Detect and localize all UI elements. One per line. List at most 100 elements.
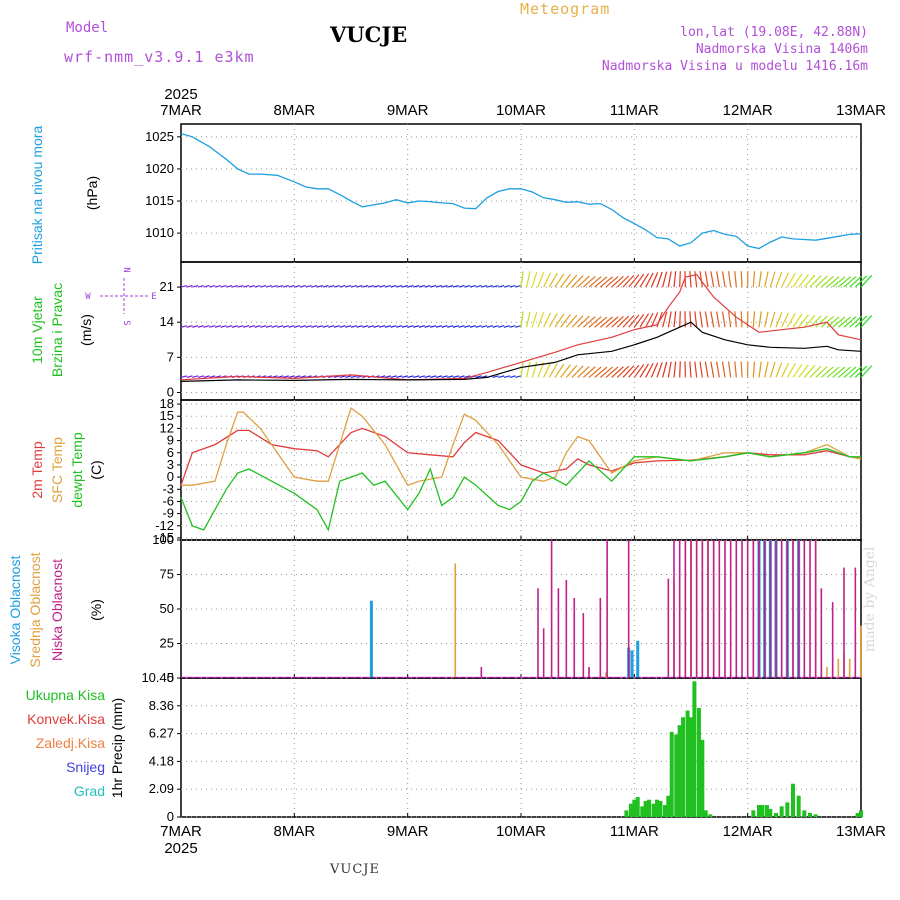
precip-legend-4: Grad — [74, 783, 105, 799]
wind-barb — [727, 271, 732, 288]
wind-barb — [197, 375, 204, 378]
ytick-label-temperature: -12 — [155, 518, 174, 533]
wind-barb — [339, 375, 346, 378]
precip-bar — [635, 797, 640, 817]
wind-barb — [832, 366, 846, 378]
wind-barb — [498, 325, 505, 328]
cloud-bar-niska — [780, 540, 783, 678]
precip-bar — [796, 795, 801, 817]
wind-barb — [396, 325, 403, 328]
date-label-bottom: 12MAR — [723, 823, 773, 840]
wind-barb — [560, 274, 571, 288]
precip-bar — [696, 707, 701, 817]
wind-barb — [622, 274, 635, 288]
wind-barb — [650, 272, 659, 288]
wind-barb — [367, 284, 374, 288]
cloud-bar-niska — [746, 540, 749, 678]
wind-barb — [396, 375, 403, 378]
wind-barb — [294, 325, 301, 328]
wind-barb — [265, 284, 272, 288]
cloud-bar-niska — [712, 540, 715, 678]
wind-barb — [214, 284, 221, 288]
wind-barb — [599, 366, 613, 378]
wind-barb — [662, 311, 668, 328]
wind-barb — [277, 375, 284, 378]
wind-barb — [582, 275, 596, 288]
ytick-label-cloud: 50 — [160, 601, 174, 616]
wind-barb — [798, 364, 809, 378]
wind-barb — [599, 316, 613, 328]
wind-barb — [203, 284, 210, 288]
cloud-bar-niska — [627, 540, 630, 678]
cloud-bar-niska — [854, 567, 857, 678]
cloud-bar-niska — [843, 567, 845, 678]
wind-barb — [475, 375, 482, 378]
cloud-bar-niska — [763, 540, 766, 678]
precip-bar — [628, 803, 633, 817]
wind-barb — [699, 271, 703, 288]
wind-barb — [458, 325, 465, 328]
wind-speed-line — [180, 321, 862, 382]
precip-bar — [658, 801, 663, 817]
wind-barb — [339, 284, 346, 288]
wind-barb — [582, 366, 596, 378]
model-label: Model — [66, 20, 109, 36]
precip-legend-1: Konvek.Kisa — [27, 711, 105, 727]
wind-barb — [413, 375, 420, 378]
year-label-bottom: 2025 — [164, 840, 197, 857]
wind-barb — [571, 365, 584, 378]
cloud-bar-niska — [741, 540, 743, 678]
precip-bar — [700, 739, 705, 817]
wind-barb — [815, 275, 828, 288]
wind-barb — [424, 284, 431, 288]
sfc-temp-label: SFC Temp — [49, 437, 65, 503]
cloud-bar-niska — [718, 540, 721, 678]
wind-barb — [721, 311, 726, 328]
cloud-bar-niska — [809, 540, 811, 678]
temp2m-label: 2m Temp — [29, 441, 45, 499]
date-label-top: 11MAR — [610, 102, 659, 119]
wind-barb — [826, 366, 840, 378]
wind-barb — [769, 361, 776, 378]
date-label-top: 7MAR — [160, 102, 202, 119]
ytick-label-precip: 6.27 — [149, 726, 174, 741]
wind-barb — [464, 325, 471, 328]
wind-barb — [605, 276, 619, 288]
meteogram-title: Meteogram — [520, 0, 611, 18]
wind-barb — [531, 361, 538, 378]
wind-sub-label: Brzina i Pravac — [49, 283, 65, 377]
wind-barb — [401, 325, 408, 328]
wind-barb — [832, 316, 846, 328]
wind-barb — [401, 375, 408, 378]
wind-barb — [458, 375, 465, 378]
wind-barb — [452, 284, 459, 288]
wind-barb — [294, 375, 301, 378]
wind-barb — [565, 314, 578, 328]
wind-barb — [727, 361, 732, 378]
wind-barb — [694, 271, 698, 288]
wind-barb — [775, 271, 783, 288]
wind-barb — [781, 362, 790, 378]
model-name: wrf-nmm_v3.9.1 e3km — [64, 48, 255, 66]
wind-barb — [854, 315, 868, 328]
cloud-bar-niska — [701, 540, 704, 678]
precip-bar — [785, 802, 790, 817]
wind-barb — [758, 311, 762, 328]
wind-barb — [447, 375, 454, 378]
date-label-bottom: 7MAR — [160, 823, 202, 840]
wind-barb — [243, 284, 250, 288]
wind-barb — [650, 312, 659, 328]
cloud-bar-niska — [573, 597, 576, 678]
wind-barb — [616, 275, 630, 288]
ytick-label-temperature: 18 — [160, 396, 174, 411]
rose-east: E — [151, 292, 156, 302]
wind-barb — [605, 316, 619, 328]
wind-barb — [577, 315, 590, 328]
precip-bar — [674, 734, 679, 817]
wind-barb — [662, 271, 668, 288]
wind-barb — [815, 315, 828, 328]
precip-bar — [662, 805, 667, 817]
wind-barb — [384, 284, 391, 288]
wind-unit: (m/s) — [78, 314, 94, 346]
